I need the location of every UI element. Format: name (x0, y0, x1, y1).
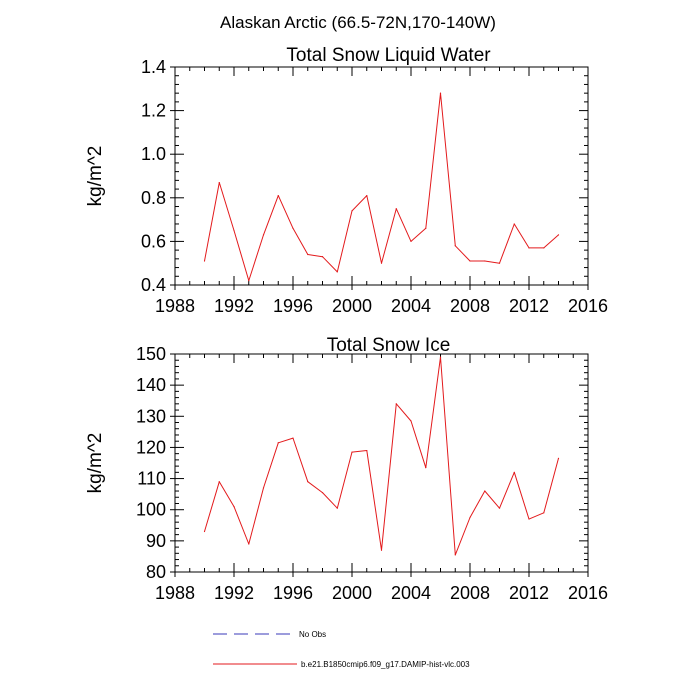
data-point (498, 262, 501, 264)
data-point (292, 227, 294, 229)
y-tick-label: 1.0 (141, 144, 166, 164)
y-tick-label: 1.2 (141, 101, 166, 121)
y-tick-label: 80 (146, 562, 166, 582)
y-axis-label: kg/m^2 (85, 433, 106, 494)
y-tick-label: 140 (136, 375, 166, 395)
data-point (321, 256, 324, 258)
data-point (557, 234, 560, 236)
x-tick-label: 2012 (509, 583, 549, 603)
series-line (204, 356, 559, 556)
y-tick-label: 120 (136, 437, 166, 457)
x-tick-label: 2000 (332, 583, 372, 603)
x-tick-label: 1996 (273, 296, 313, 316)
legend: No Obs b.e21.B1850cmip6.f09_g17.DAMIP-hi… (213, 630, 470, 669)
data-point (528, 247, 530, 249)
y-tick-label: 1.4 (141, 57, 166, 77)
figure-title: Alaskan Arctic (66.5-72N,170-140W) (220, 13, 496, 32)
plot-frame (174, 353, 589, 573)
y-tick-label: 90 (146, 531, 166, 551)
data-point (277, 195, 279, 197)
chart-title: Total Snow Liquid Water (286, 45, 491, 66)
x-tick-label: 1988 (155, 583, 195, 603)
data-point (233, 506, 235, 508)
y-tick-label: 110 (137, 469, 166, 489)
y-tick-label: 0.4 (141, 275, 166, 295)
x-tick-label: 2008 (450, 583, 490, 603)
data-point (543, 247, 545, 249)
y-tick-label: 150 (136, 344, 166, 364)
panel-total-snow-ice: Total Snow Ice kg/m^2 1988 1992 1996 2000 2004… (85, 335, 608, 603)
data-point (248, 280, 250, 282)
data-point (203, 260, 206, 262)
y-tick-label: 130 (136, 406, 166, 426)
data-point (410, 240, 412, 242)
series-line (204, 92, 559, 282)
x-tick-label: 1992 (214, 583, 254, 603)
x-tick-label: 2016 (568, 583, 608, 603)
legend-label-model: b.e21.B1850cmip6.f09_g17.DAMIP-hist-vlc.… (301, 660, 470, 669)
data-point (425, 467, 427, 469)
data-point (425, 227, 427, 229)
data-point (336, 507, 338, 509)
data-point (513, 471, 515, 473)
x-tick-label: 2008 (450, 296, 490, 316)
data-point (366, 195, 368, 197)
data-point (454, 554, 456, 556)
data-point (366, 449, 368, 452)
data-point (307, 253, 309, 256)
data-point (484, 490, 486, 492)
data-point (454, 245, 456, 247)
data-point (469, 516, 471, 519)
plot-frame (174, 66, 589, 286)
data-point (218, 481, 220, 483)
data-point (380, 549, 383, 551)
data-point (262, 234, 265, 236)
data-point (262, 487, 265, 489)
data-point (351, 451, 353, 453)
data-point (469, 260, 471, 262)
data-point (233, 229, 235, 232)
data-point (498, 507, 501, 509)
y-tick-label: 100 (136, 500, 166, 520)
chart-title: Total Snow Ice (327, 335, 451, 356)
data-point (218, 181, 220, 184)
x-tick-label: 2000 (332, 296, 372, 316)
data-point (248, 543, 250, 545)
data-point (439, 356, 442, 358)
x-tick-label: 2004 (391, 583, 431, 603)
panel-total-snow-liquid-water: Total Snow Liquid Water kg/m^2 1988 1992 199… (85, 45, 608, 316)
data-point (307, 481, 309, 483)
data-point (410, 420, 412, 422)
data-point (395, 403, 397, 405)
x-tick-label: 1988 (155, 296, 195, 316)
data-point (321, 491, 324, 494)
data-point (351, 210, 353, 212)
data-point (292, 437, 294, 439)
data-point (203, 530, 206, 533)
data-point (395, 208, 397, 210)
data-point (543, 512, 545, 514)
x-tick-label: 2016 (568, 296, 608, 316)
data-point (336, 271, 338, 273)
data-point (439, 92, 442, 94)
y-axis-label: kg/m^2 (85, 146, 106, 207)
y-tick-label: 0.8 (141, 188, 166, 208)
data-point (277, 442, 279, 444)
data-point (513, 223, 515, 225)
y-tick-label: 0.6 (141, 231, 166, 251)
x-tick-label: 2004 (391, 296, 431, 316)
x-tick-label: 2012 (509, 296, 549, 316)
data-point (380, 262, 383, 264)
x-tick-label: 1996 (273, 583, 313, 603)
x-tick-label: 1992 (214, 296, 254, 316)
legend-label-no-obs: No Obs (299, 630, 326, 639)
data-point (557, 457, 560, 459)
data-point (484, 260, 486, 262)
data-point (528, 518, 530, 520)
